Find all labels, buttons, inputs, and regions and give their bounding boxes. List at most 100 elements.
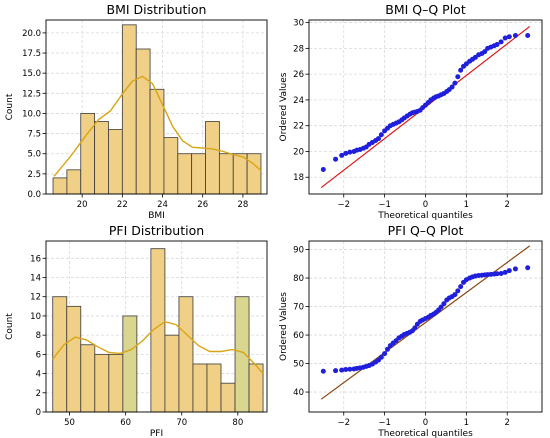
x-tick-label: 2 xyxy=(505,200,510,210)
qq-point xyxy=(343,367,349,373)
qq-point xyxy=(494,271,500,277)
qq-point xyxy=(378,132,384,138)
bmi-hist-axes-frame xyxy=(45,19,268,195)
x-tick-label: 80 xyxy=(232,418,243,428)
y-tick-label: 5.0 xyxy=(27,150,41,160)
qq-point xyxy=(452,292,458,298)
histogram-bar xyxy=(66,169,82,195)
qq-point xyxy=(343,150,349,156)
x-tick-label: 26 xyxy=(197,200,208,210)
qq-point xyxy=(506,34,512,40)
y-tick-label: 60 xyxy=(293,331,304,341)
histogram-bar xyxy=(149,88,165,195)
histogram-bar xyxy=(108,353,124,413)
histogram-bar xyxy=(218,153,234,195)
x-tick-label: 50 xyxy=(64,418,75,428)
y-tick-label: 17.5 xyxy=(22,49,41,59)
chart-title: BMI Distribution xyxy=(107,2,207,17)
y-tick-label: 10 xyxy=(30,312,41,322)
pfi-hist-axes-frame xyxy=(45,240,268,413)
y-axis-label: Count xyxy=(5,313,15,340)
y-tick-label: 16 xyxy=(30,254,41,264)
kde-curve xyxy=(52,320,264,375)
qq-point xyxy=(455,74,461,80)
qq-point xyxy=(498,270,504,276)
x-tick-label: 1 xyxy=(464,200,469,210)
x-tick-label: 28 xyxy=(237,200,248,210)
reference-line xyxy=(320,245,531,400)
y-tick-label: 20 xyxy=(293,147,304,157)
y-tick-label: 70 xyxy=(293,303,304,313)
qq-point xyxy=(412,325,418,331)
qq-point xyxy=(512,266,518,272)
qq-point xyxy=(502,269,508,275)
y-tick-label: 2 xyxy=(36,389,41,399)
histogram-bar xyxy=(232,153,248,195)
x-axis-label: Theoretical quantiles xyxy=(377,211,473,221)
x-tick-label: −2 xyxy=(337,200,350,210)
x-tick-label: 2 xyxy=(505,418,510,428)
qq-point xyxy=(320,167,326,173)
pfi-qq-panel: −2 −1 0 1 2 40 50 60 70 80 90 PFI Q–Q Plot Theoretic… xyxy=(279,223,543,438)
histogram-bar xyxy=(94,121,109,195)
y-tick-label: 24 xyxy=(293,96,304,106)
y-tick-label: 26 xyxy=(293,70,304,80)
qq-point xyxy=(347,366,353,372)
histogram-bar xyxy=(205,121,220,195)
y-tick-label: 0 xyxy=(36,408,41,418)
histogram-bar xyxy=(80,113,96,195)
qq-point xyxy=(375,136,381,142)
qq-point xyxy=(506,268,512,274)
chart-title: PFI Q–Q Plot xyxy=(388,223,464,238)
x-tick-label: 70 xyxy=(176,418,187,428)
bmi-hist-panel: 20 22 24 26 28 0.0 2.5 5.0 7.5 10.0 12.5 15.0 17.5 20… xyxy=(5,2,268,221)
histogram-bar xyxy=(177,153,193,195)
histogram-bar xyxy=(220,382,236,413)
chart-title: PFI Distribution xyxy=(109,223,204,238)
histogram-bar xyxy=(52,296,68,413)
qq-point xyxy=(382,351,388,357)
qq-point xyxy=(384,346,390,352)
qq-point xyxy=(378,354,384,360)
histogram-bar xyxy=(191,153,206,195)
bmi-qq-panel: −2 −1 0 1 2 18 20 22 24 26 28 30 BMI Q–Q Plot Theoret… xyxy=(279,2,543,221)
histogram-bar xyxy=(80,344,96,413)
qq-point xyxy=(320,368,326,374)
histogram-bar xyxy=(234,296,250,413)
qq-point xyxy=(502,35,508,41)
y-tick-label: 20.0 xyxy=(22,29,41,39)
qq-point xyxy=(525,32,531,38)
x-tick-label: 0 xyxy=(423,200,428,210)
y-tick-label: 8 xyxy=(36,331,41,341)
qq-point xyxy=(455,288,461,294)
qq-point xyxy=(525,265,531,271)
x-tick-label: 22 xyxy=(117,200,128,210)
x-tick-label: −1 xyxy=(378,418,391,428)
y-tick-label: 40 xyxy=(293,388,304,398)
y-tick-label: 30 xyxy=(293,19,304,29)
chart-title: BMI Q–Q Plot xyxy=(385,2,466,17)
y-tick-label: 10.0 xyxy=(22,109,41,119)
histogram-bar xyxy=(178,296,194,413)
qq-point xyxy=(482,49,488,55)
x-tick-label: 1 xyxy=(464,418,469,428)
y-tick-label: 12 xyxy=(30,293,41,303)
y-tick-label: 80 xyxy=(293,274,304,284)
qq-point xyxy=(458,67,464,73)
y-tick-label: 0.0 xyxy=(27,190,41,200)
x-tick-label: 60 xyxy=(120,418,131,428)
pfi-hist-panel: 50 60 70 80 0 2 4 6 8 10 12 14 16 PFI Distribution PFI… xyxy=(5,223,268,438)
histogram-bar xyxy=(121,24,137,195)
kde-curve xyxy=(53,75,262,177)
histogram-bar xyxy=(246,153,262,195)
y-tick-label: 4 xyxy=(36,370,41,380)
x-tick-label: −2 xyxy=(337,418,350,428)
x-axis-label: BMI xyxy=(148,211,165,221)
histogram-bar xyxy=(164,334,180,413)
qq-point xyxy=(512,32,518,38)
y-tick-label: 15.0 xyxy=(22,69,41,79)
qq-point xyxy=(441,301,447,307)
histogram-bar xyxy=(206,363,222,413)
qq-point xyxy=(449,84,455,90)
y-axis-label: Ordered Values xyxy=(279,72,289,141)
